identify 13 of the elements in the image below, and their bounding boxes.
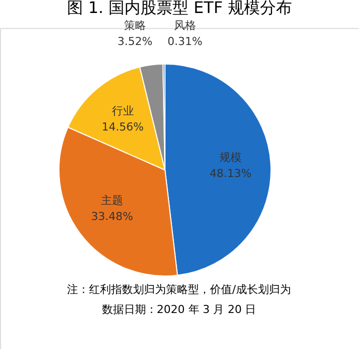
text: 数据日期：2020 年 3 月 20 日: [102, 303, 256, 316]
data-label: 3.52%: [118, 35, 152, 48]
chart-title: 图 1. 国内股票型 ETF 规模分布: [67, 0, 292, 17]
data-label: 48.13%: [210, 167, 252, 180]
data-label: 0.31%: [168, 35, 202, 48]
slice-label: 主题: [101, 194, 124, 208]
slice-label: 行业: [112, 104, 134, 118]
data-label: 14.56%: [102, 120, 144, 134]
slice-label: 规模: [220, 151, 242, 164]
slice-label: 风格: [174, 19, 196, 32]
data-label: 33.48%: [91, 210, 134, 224]
slice-label: 策略: [124, 19, 146, 32]
text: 注：红利指数划归为策略型，价值/成长划归为: [67, 283, 291, 296]
